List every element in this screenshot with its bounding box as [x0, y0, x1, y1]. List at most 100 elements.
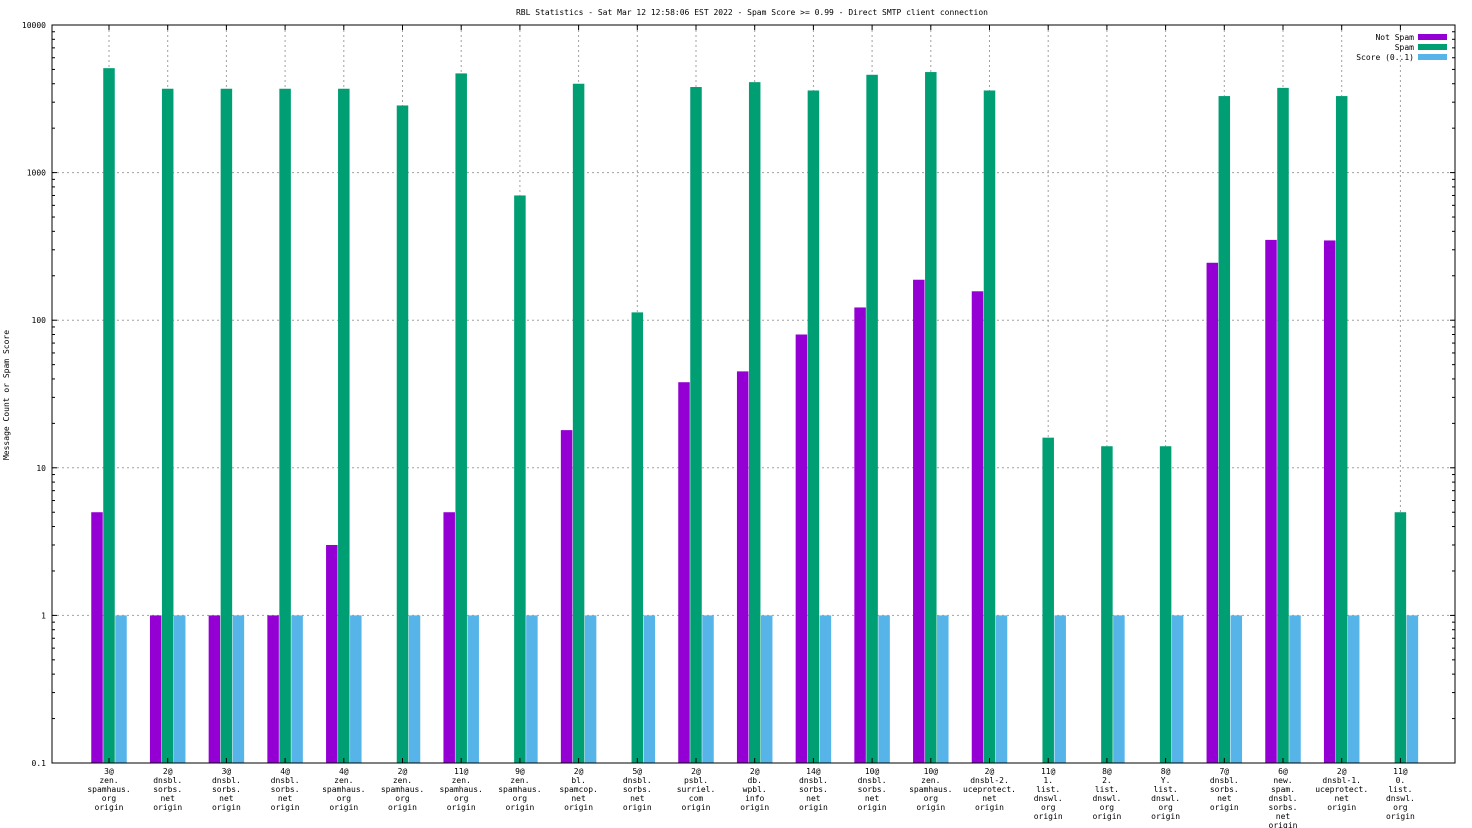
bar-score-0-1: [1347, 615, 1360, 763]
bar-spam: [103, 68, 115, 763]
legend-swatch: [1418, 54, 1447, 60]
bar-spam: [279, 88, 291, 764]
bar-score-0-1: [1406, 615, 1419, 763]
x-tick-label-line: info: [745, 794, 764, 803]
x-tick-label: 2@ dnsbl-2. uceprotect. net origin: [963, 767, 1016, 812]
bar-not-spam: [1206, 262, 1219, 763]
x-tick-label-line: org: [513, 794, 528, 803]
bar-spam: [1394, 512, 1407, 763]
bar-score-0-1: [760, 615, 773, 763]
x-tick-label: 14@ dnsbl. sorbs. net origin: [799, 767, 828, 812]
bar-spam: [1335, 96, 1348, 764]
bar-score-0-1: [232, 615, 245, 763]
x-tick-label-line: 2@: [398, 767, 408, 776]
x-tick-label-line: dnsbl.: [153, 776, 182, 785]
bar-score-0-1: [878, 615, 890, 763]
bar-spam: [1101, 446, 1113, 763]
bar-not-spam: [267, 615, 279, 763]
x-tick-label-line: origin: [1327, 803, 1356, 812]
x-tick-label-line: 7@: [1219, 767, 1229, 776]
x-tick-label-line: zen.: [334, 776, 353, 785]
x-tick-label-line: net: [630, 794, 645, 803]
x-tick-label: 11@ 0. list. dnswl. org origin: [1386, 767, 1415, 821]
bar-spam: [866, 74, 878, 763]
bar-spam: [807, 90, 820, 764]
bar-spam: [396, 105, 409, 763]
x-tick-label-line: sorbs.: [623, 785, 652, 794]
chart-title: RBL Statistics - Sat Mar 12 12:58:06 EST…: [516, 8, 988, 17]
bar-score-0-1: [643, 615, 656, 763]
x-tick-label: 8@ 2. list. dnswl. org origin: [1092, 767, 1121, 821]
bar-score-0-1: [467, 615, 479, 763]
x-tick-label-line: org: [1158, 803, 1173, 812]
x-tick-label: 2@ psbl. surriel. com origin: [677, 767, 716, 812]
x-tick-label-line: wpbl.: [743, 785, 767, 794]
x-tick-label-line: origin: [447, 803, 476, 812]
y-tick-label: 10000: [22, 21, 46, 30]
x-tick-label-line: 6@: [1278, 767, 1288, 776]
legend-label: Score (0..1): [1356, 53, 1414, 62]
x-tick-label-line: spamcop.: [559, 785, 598, 794]
x-tick-label-line: origin: [858, 803, 887, 812]
x-tick-label-line: 4@: [339, 767, 349, 776]
bar-score-0-1: [526, 615, 538, 763]
x-tick-label: 5@ dnsbl. sorbs. net origin: [623, 767, 652, 812]
bar-not-spam: [443, 512, 455, 763]
y-tick-label: 0.1: [32, 759, 47, 768]
x-tick-label-line: 2.: [1102, 776, 1112, 785]
x-tick-label-line: net: [982, 794, 997, 803]
x-tick-label-line: net: [1334, 794, 1349, 803]
y-tick-label: 1: [41, 611, 46, 620]
x-tick-label-line: 11@: [1393, 767, 1408, 776]
x-tick-label-line: origin: [1034, 812, 1063, 821]
bar-not-spam: [795, 334, 808, 763]
x-tick-label-line: 9@: [515, 767, 525, 776]
x-tick-label-line: zen.: [510, 776, 529, 785]
x-tick-label-line: net: [806, 794, 821, 803]
bar-spam: [1159, 446, 1172, 763]
bar-spam: [748, 82, 761, 764]
x-tick-label-line: dnswl.: [1092, 794, 1121, 803]
bar-score-0-1: [291, 615, 303, 763]
bar-score-0-1: [1054, 615, 1066, 763]
y-axis-ticks: 0.1 1 10 100 1000 10000: [22, 21, 1455, 768]
y-tick-label: 100: [32, 316, 47, 325]
bar-not-spam: [149, 615, 162, 763]
x-tick-label: 2@ bl. spamcop. net origin: [559, 767, 598, 812]
x-tick-label-line: org: [102, 794, 117, 803]
x-tick-label: 3@ dnsbl. sorbs. net origin: [212, 767, 241, 812]
bar-not-spam: [678, 382, 690, 763]
x-tick-label-line: sorbs.: [1210, 785, 1239, 794]
x-tick-label: 2@ db. wpbl. info origin: [740, 767, 769, 812]
x-tick-label-line: org: [1100, 803, 1115, 812]
x-tick-label-line: surriel.: [677, 785, 716, 794]
x-tick-label-line: 4@: [280, 767, 290, 776]
x-tick-label-line: psbl.: [684, 776, 708, 785]
x-tick-label-line: org: [395, 794, 410, 803]
x-tick-label: 2@ zen. spamhaus. org origin: [381, 767, 424, 812]
bar-spam: [1277, 87, 1289, 763]
x-tick-label-line: dnswl.: [1386, 794, 1415, 803]
x-tick-label: 10@ dnsbl. sorbs. net origin: [858, 767, 887, 812]
bar-score-0-1: [1289, 615, 1301, 763]
bar-not-spam: [326, 544, 338, 763]
x-tick-label-line: dnsbl.: [623, 776, 652, 785]
bar-score-0-1: [350, 615, 362, 763]
x-tick-label-line: 11@: [454, 767, 469, 776]
x-tick-label-line: dnsbl.: [858, 776, 887, 785]
x-tick-label-line: origin: [564, 803, 593, 812]
x-tick-label-line: sorbs.: [1269, 803, 1298, 812]
x-tick-label-line: sorbs.: [858, 785, 887, 794]
x-tick-label-line: 10@: [924, 767, 939, 776]
x-tick-label-line: origin: [916, 803, 945, 812]
x-tick-label-line: sorbs.: [799, 785, 828, 794]
bar-spam: [161, 88, 174, 764]
legend-label: Spam: [1395, 43, 1414, 52]
x-tick-label-line: 0.: [1396, 776, 1406, 785]
x-tick-label-line: origin: [975, 803, 1004, 812]
x-tick-label-line: spamhaus.: [498, 785, 541, 794]
x-tick-label-line: zen.: [452, 776, 471, 785]
x-tick-label-line: Y.: [1161, 776, 1171, 785]
bar-score-0-1: [937, 615, 949, 763]
